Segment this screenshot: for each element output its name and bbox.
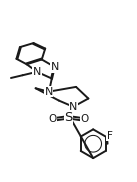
Text: S: S [64, 111, 73, 124]
Text: F: F [107, 130, 112, 141]
Text: N: N [69, 102, 78, 112]
Text: N: N [33, 67, 41, 77]
Text: N: N [51, 62, 59, 72]
Text: O: O [49, 114, 57, 124]
Text: N: N [44, 87, 53, 97]
Text: O: O [80, 114, 88, 124]
